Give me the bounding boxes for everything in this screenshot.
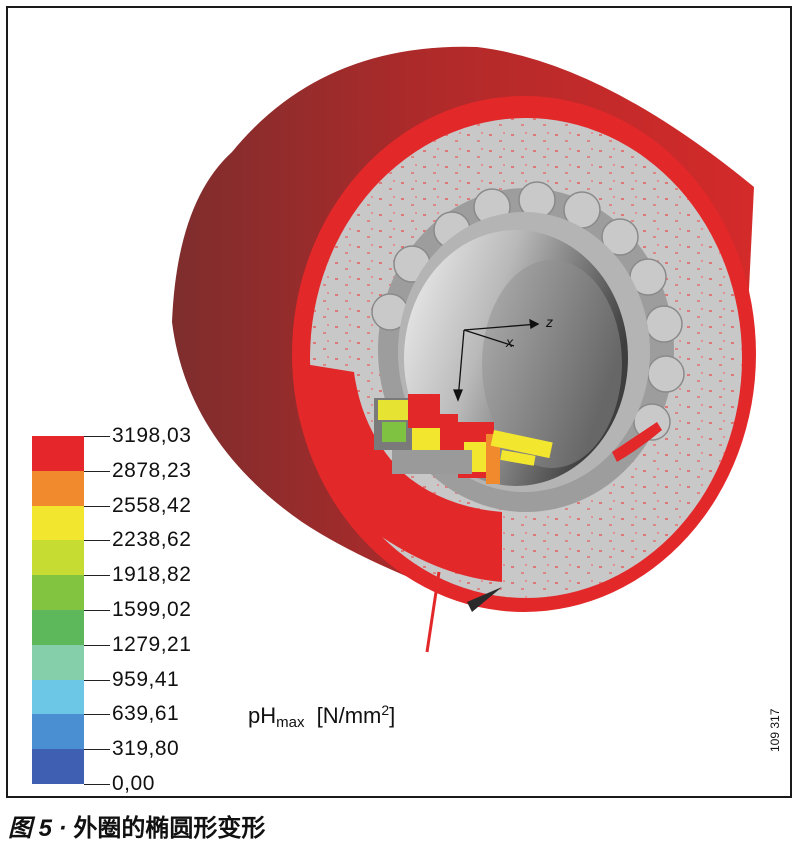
legend-value: 2558,42: [112, 493, 192, 517]
figure-caption: 图 5 · 外圈的椭圆形变形: [8, 808, 265, 843]
legend-swatch: [32, 749, 84, 784]
axis-z-label: z: [546, 314, 553, 330]
legend-tick: [84, 610, 110, 611]
legend-swatch: [32, 714, 84, 750]
legend-tick: [84, 644, 110, 646]
figure-frame: z x 3198,03 2878,23 2558,42 2238,62 1918,82 1…: [6, 6, 792, 798]
legend-value: 319,80: [112, 737, 180, 761]
legend-value: 2238,62: [112, 528, 192, 552]
legend-value: 959,41: [112, 667, 180, 691]
legend-value: 1599,02: [112, 598, 192, 621]
axis-x-label: x: [506, 334, 513, 350]
legend-tick: [84, 505, 110, 507]
caption-text: 外圈的椭圆形变形: [73, 815, 266, 842]
legend-value: 1279,21: [112, 632, 192, 656]
legend-value: 1918,82: [112, 563, 192, 587]
legend-swatch: [32, 436, 84, 471]
legend-swatch: [32, 679, 84, 715]
legend-tick: [84, 470, 110, 472]
legend-swatch: [32, 505, 84, 541]
loaded-rollers: [374, 394, 553, 484]
legend-swatch: [32, 540, 84, 576]
legend-swatch: [32, 470, 84, 506]
legend-value: 0,00: [112, 772, 155, 795]
legend-value: 639,61: [112, 702, 180, 726]
legend-swatch: [32, 575, 84, 610]
legend-value: 3198,03: [112, 424, 192, 447]
legend-tick: [84, 714, 110, 716]
legend-tick: [84, 784, 110, 785]
figure-id: 109 317: [768, 708, 782, 752]
legend-tick: [84, 679, 110, 681]
legend-tick: [84, 540, 110, 542]
bearing-render: [172, 46, 756, 653]
legend-tick: [84, 436, 110, 437]
caption-number: 图 5 ·: [8, 815, 67, 842]
legend-tick: [84, 749, 110, 751]
legend-tick: [84, 575, 110, 577]
legend-unit-label: pHmax [N/mm2]: [248, 702, 396, 731]
coordinate-axes: [453, 318, 540, 402]
legend-swatch: [32, 610, 84, 645]
legend-swatch: [32, 644, 84, 680]
legend-value: 2878,23: [112, 458, 192, 482]
red-leader-line: [425, 571, 441, 653]
